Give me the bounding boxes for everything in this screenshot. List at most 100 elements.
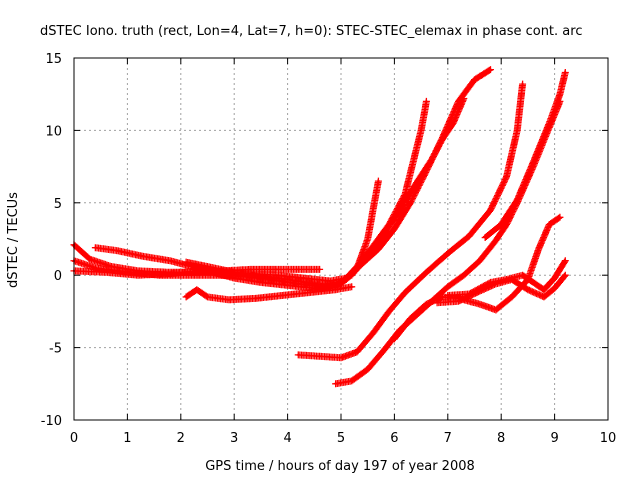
data-point: [548, 121, 551, 125]
x-tick-label: 0: [70, 431, 78, 446]
x-tick-label: 9: [550, 431, 558, 446]
data-point: [516, 129, 519, 132]
x-tick-label: 2: [177, 431, 185, 446]
data-point: [366, 255, 369, 258]
data-point: [457, 300, 460, 303]
y-tick-label: 15: [45, 52, 62, 67]
data-point: [366, 237, 369, 241]
data-point: [489, 68, 492, 71]
data-point: [403, 291, 407, 294]
data-point: [227, 298, 231, 302]
series-arc-11: [433, 271, 569, 307]
data-point: [168, 272, 172, 275]
data-point: [334, 382, 337, 385]
data-point: [441, 137, 444, 141]
data-point: [542, 288, 546, 291]
data-point: [355, 350, 359, 354]
y-axis-ticks: -10 -5 0 5 10 15: [41, 52, 608, 429]
data-point: [478, 302, 482, 306]
x-axis-ticks: 0 1 2 3 4 5 6 7 8 9 10: [70, 58, 616, 446]
data-point: [483, 236, 487, 239]
data-point: [564, 274, 567, 277]
data-point: [553, 287, 556, 290]
data-point: [478, 289, 482, 293]
data-point: [275, 268, 279, 271]
data-point: [350, 379, 353, 383]
data-point: [425, 100, 428, 103]
data-point: [548, 223, 551, 226]
series-arc-10: [444, 257, 569, 299]
data-point: [473, 78, 476, 81]
x-axis-label: GPS time / hours of day 197 of year 2008: [205, 459, 475, 474]
data-point: [184, 260, 188, 264]
data-point: [542, 295, 546, 299]
data-point: [564, 71, 567, 74]
data-point: [494, 239, 498, 242]
data-point: [104, 271, 108, 274]
data-point: [510, 278, 514, 281]
data-point: [409, 317, 412, 320]
data-point: [334, 288, 337, 291]
data-point: [558, 93, 562, 96]
data-point: [366, 368, 369, 371]
data-point: [371, 208, 375, 212]
data-point: [462, 274, 466, 277]
y-axis-label: dSTEC / TECUs: [6, 192, 21, 288]
grid-lines: [74, 58, 608, 420]
data-point: [94, 246, 97, 249]
data-point: [457, 100, 460, 103]
x-tick-label: 1: [123, 431, 131, 446]
data-point: [206, 295, 209, 299]
data-point: [553, 276, 556, 280]
x-tick-label: 10: [600, 431, 617, 446]
data-point: [168, 259, 172, 262]
data-point: [334, 284, 337, 287]
data-point: [286, 278, 289, 281]
x-tick-label: 3: [230, 431, 238, 446]
chart-title: dSTEC Iono. truth (rect, Lon=4, Lat=7, h…: [40, 24, 582, 39]
data-point: [184, 295, 188, 299]
data-point: [430, 158, 433, 161]
series-arc-12: [481, 69, 569, 242]
data-point: [115, 249, 118, 252]
series-arc-5: [182, 95, 468, 289]
data-point: [537, 247, 540, 251]
data-point: [558, 216, 562, 219]
data-point: [505, 223, 508, 226]
data-point: [206, 265, 209, 268]
data-point: [446, 252, 449, 255]
data-series: [70, 66, 569, 388]
data-point: [521, 82, 524, 86]
x-tick-label: 4: [283, 431, 291, 446]
data-point: [350, 274, 353, 277]
data-point: [297, 353, 300, 357]
data-point: [382, 233, 385, 236]
data-point: [350, 285, 353, 288]
data-point: [371, 331, 375, 335]
data-point: [195, 288, 199, 291]
x-tick-label: 7: [444, 431, 452, 446]
series-arc-7: [294, 80, 527, 362]
y-tick-label: 5: [54, 197, 62, 212]
data-point: [451, 121, 455, 125]
data-point: [377, 247, 380, 251]
data-point: [564, 259, 567, 262]
y-tick-label: -5: [49, 342, 62, 357]
data-point: [195, 269, 199, 273]
series-arc-6: [182, 283, 356, 304]
data-point: [526, 288, 530, 291]
data-point: [387, 310, 391, 313]
data-point: [318, 268, 321, 271]
data-point: [441, 295, 444, 299]
data-point: [446, 285, 449, 288]
data-point: [259, 275, 263, 278]
data-point: [532, 281, 535, 284]
series-markers: [481, 69, 569, 242]
data-point: [254, 297, 257, 300]
data-point: [339, 356, 343, 359]
data-point: [500, 223, 503, 226]
data-point: [425, 271, 428, 274]
data-point: [516, 198, 519, 202]
data-point: [233, 271, 236, 274]
